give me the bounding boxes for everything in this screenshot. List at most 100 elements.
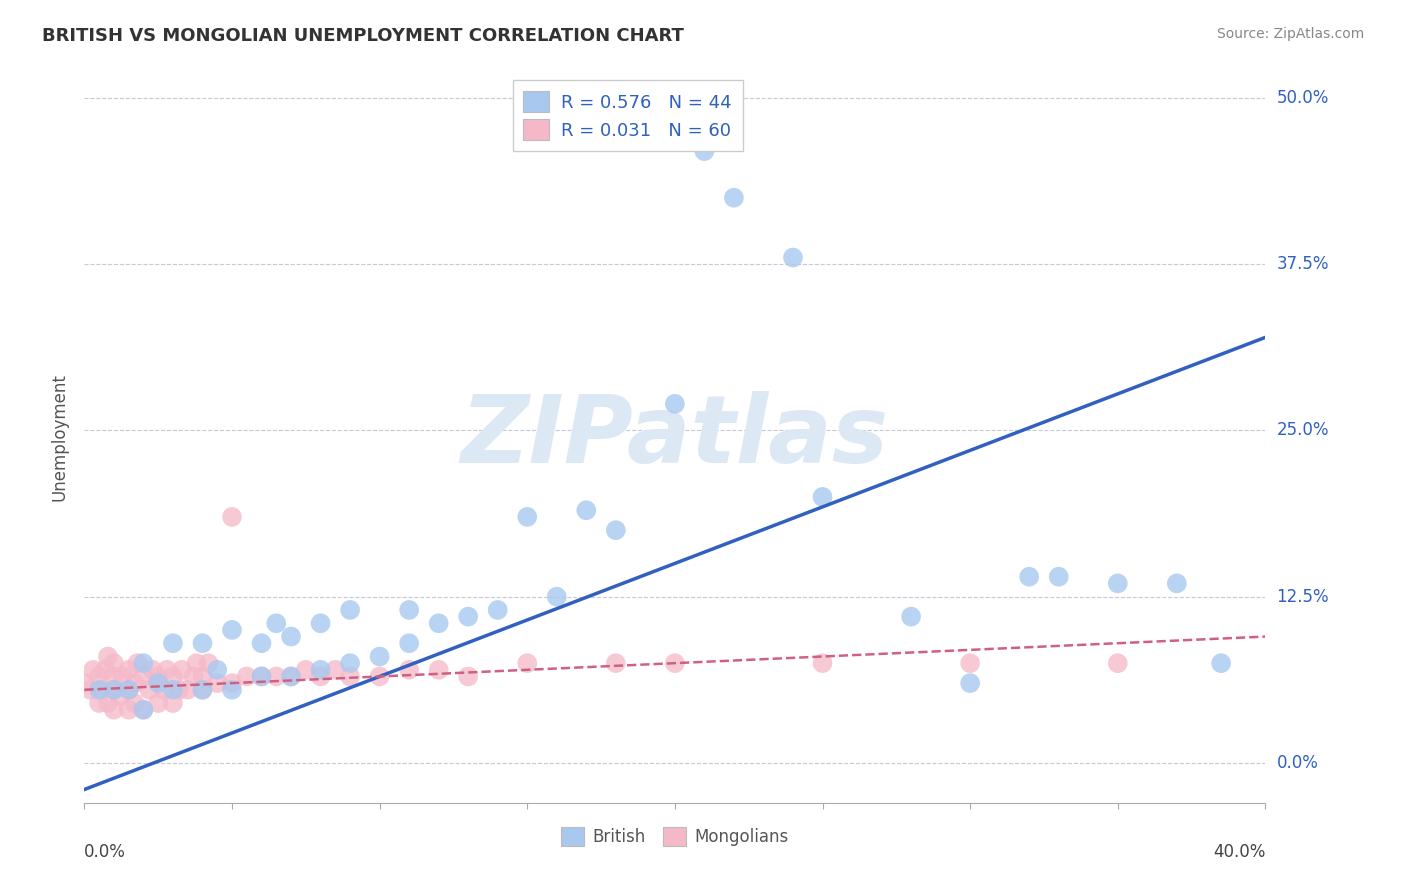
Point [87,696,111,710]
Point [575,503,598,517]
Point [250,669,273,683]
Point [723,191,745,205]
Point [325,663,347,677]
Point [309,669,332,683]
Point [295,663,318,677]
Point [250,636,273,650]
Point [427,663,450,677]
Point [221,682,243,697]
Point [309,616,332,631]
Point [516,509,538,524]
Point [103,682,125,697]
Text: 25.0%: 25.0% [1277,421,1329,440]
Point [339,603,361,617]
Point [664,397,686,411]
Point [398,663,420,677]
Point [191,682,214,697]
Point [118,663,141,677]
Point [280,630,302,644]
Point [266,616,288,631]
Point [118,682,141,697]
Point [103,703,125,717]
Point [108,690,131,704]
Point [664,656,686,670]
Point [132,703,155,717]
Point [782,251,804,265]
Point [162,669,184,683]
Text: 0.0%: 0.0% [84,843,127,861]
Text: 12.5%: 12.5% [1277,588,1329,606]
Point [427,616,450,631]
Point [1211,656,1233,670]
Point [221,676,243,690]
Point [486,603,509,617]
Point [959,676,981,690]
Point [457,609,479,624]
Point [153,682,176,697]
Point [91,682,114,697]
Point [280,669,302,683]
Text: Source: ZipAtlas.com: Source: ZipAtlas.com [1216,27,1364,41]
Point [148,676,170,690]
Point [191,682,214,697]
Point [156,663,179,677]
Point [132,656,155,670]
Point [73,676,96,690]
Text: BRITISH VS MONGOLIAN UNEMPLOYMENT CORRELATION CHART: BRITISH VS MONGOLIAN UNEMPLOYMENT CORREL… [42,27,685,45]
Point [207,676,229,690]
Point [1047,570,1070,584]
Point [368,649,391,664]
Point [1107,656,1129,670]
Point [221,509,243,524]
Legend: British, Mongolians: British, Mongolians [554,821,796,853]
Point [138,682,160,697]
Point [605,523,627,537]
Point [97,696,120,710]
Point [457,669,479,683]
Text: ZIPatlas: ZIPatlas [461,391,889,483]
Point [236,669,259,683]
Point [148,669,170,683]
Point [82,663,104,677]
Y-axis label: Unemployment: Unemployment [51,373,69,501]
Point [118,703,141,717]
Point [1166,576,1188,591]
Point [132,703,155,717]
Point [148,696,170,710]
Point [162,682,184,697]
Point [103,669,125,683]
Point [605,656,627,670]
Point [111,669,134,683]
Point [170,663,193,677]
Point [221,623,243,637]
Point [900,609,922,624]
Point [87,669,111,683]
Point [1018,570,1040,584]
Point [398,636,420,650]
Point [177,682,200,697]
Point [339,656,361,670]
Point [811,490,834,504]
Point [309,663,332,677]
Point [250,669,273,683]
Point [141,663,163,677]
Point [132,669,155,683]
Point [162,696,184,710]
Text: 50.0%: 50.0% [1277,89,1329,107]
Text: 0.0%: 0.0% [1277,754,1319,772]
Point [183,669,205,683]
Point [186,656,208,670]
Point [118,682,141,697]
Point [197,656,219,670]
Point [103,656,125,670]
Point [87,682,111,697]
Point [1107,576,1129,591]
Point [266,669,288,683]
Point [103,682,125,697]
Point [191,669,214,683]
Point [162,636,184,650]
Text: 40.0%: 40.0% [1213,843,1265,861]
Point [516,656,538,670]
Point [546,590,568,604]
Point [207,663,229,677]
